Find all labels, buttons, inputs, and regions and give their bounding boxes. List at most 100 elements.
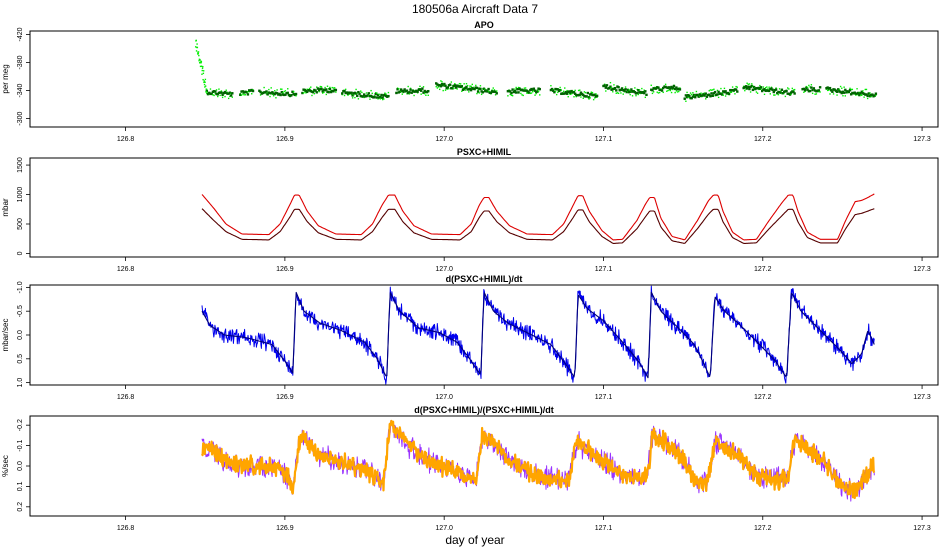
apo-avg-point [376,93,380,97]
apo-avg-point [494,90,497,93]
apo-avg-point [835,90,839,93]
apo-avg-point [752,85,756,89]
apo-raw-point [344,88,347,91]
apo-raw-point [760,88,762,90]
apo-raw-point [231,96,234,98]
apo-raw-point [612,91,614,93]
apo-raw-point [589,97,591,99]
apo-raw-point [530,92,533,94]
apo-avg-point [247,89,251,92]
series-line-2 [201,291,875,379]
series-line-2 [201,419,876,500]
apo-avg-point [294,92,298,96]
apo-raw-point [557,91,559,94]
apo-raw-point [383,98,385,100]
apo-avg-point [357,90,360,94]
apo-avg-point [489,91,493,95]
apo-raw-point [692,92,694,94]
y-tick-label: 0.5 [17,354,24,364]
apo-raw-point [475,84,477,87]
apo-avg-point [767,89,771,93]
apo-raw-point [243,94,245,96]
apo-raw-point [376,92,378,94]
apo-raw-point [220,90,223,92]
apo-avg-point [454,86,458,89]
apo-avg-point [874,92,878,95]
apo-raw-point [478,92,480,94]
apo-raw-point [844,95,847,97]
apo-raw-point [227,97,230,100]
x-tick-label: 126.8 [117,266,135,273]
apo-avg-point [734,88,738,91]
apo-raw-point [269,95,271,98]
apo-avg-point [212,90,216,93]
apo-avg-point [829,89,833,92]
y-tick-label: -1.0 [17,281,24,293]
apo-avg-point [481,91,484,94]
apo-segment-15 [825,85,878,100]
apo-avg-point [709,95,712,98]
apo-raw-point [631,95,634,97]
apo-avg-point [806,88,809,91]
apo-raw-point [326,85,329,87]
x-tick-label: 126.9 [276,136,294,143]
apo-avg-point [642,91,646,95]
apo-raw-point [276,89,278,91]
x-tick-label: 127.2 [754,394,772,401]
apo-avg-point [405,89,409,92]
apo-raw-point [709,89,712,91]
apo-avg-point [533,89,537,92]
apo-raw-point [463,83,465,85]
apo-avg-point [603,84,606,87]
apo-raw-point [622,93,624,95]
apo-avg-point [578,93,581,96]
apo-avg-point [593,93,596,96]
apo-avg-point [327,90,330,94]
apo-raw-point [539,94,541,96]
apo-avg-point [629,90,632,93]
apo-raw-point [511,94,514,97]
apo-raw-point [413,94,415,97]
apo-raw-point [422,86,425,88]
apo-avg-point [408,91,411,94]
apo-avg-point [209,92,212,96]
apo-raw-point [675,90,678,92]
apo-raw-point [381,98,384,101]
apo-avg-point [476,90,480,93]
apo-avg-point [416,90,419,93]
panel-1: APO per meg 126.8 126.9 127.0 127.1 127.2 127.3… [1,20,939,143]
apo-raw-point [325,93,327,96]
apo-raw-point [468,91,470,93]
apo-raw-point [295,95,297,97]
apo-raw-point [721,92,723,94]
apo-raw-point [579,89,581,91]
apo-avg-point [770,87,773,90]
apo-avg-point [625,90,628,94]
apo-raw-point [279,88,282,90]
apo-raw-point [322,92,324,94]
apo-avg-point [418,88,422,91]
y-axis-label: mbar/sec [1,319,10,352]
apo-avg-point [712,92,716,95]
apo-avg-point [286,91,289,95]
apo-raw-point [398,88,400,90]
apo-raw-point [401,93,403,95]
apo-raw-point [197,52,199,55]
apo-avg-point [868,95,872,98]
apo-raw-point [292,90,295,93]
apo-raw-point [221,96,224,99]
apo-raw-point [444,89,447,91]
apo-avg-point [220,91,223,94]
apo-avg-point [527,91,531,94]
apo-avg-point [244,90,247,93]
apo-raw-point [229,95,231,98]
apo-avg-point [221,93,224,97]
apo-raw-point [666,90,668,92]
apo-avg-point [573,92,577,95]
apo-raw-point [529,92,532,95]
apo-raw-point [195,50,198,52]
apo-avg-point [685,95,689,99]
apo-raw-point [838,89,841,91]
apo-avg-point [711,94,714,98]
apo-segment-5 [341,88,390,101]
